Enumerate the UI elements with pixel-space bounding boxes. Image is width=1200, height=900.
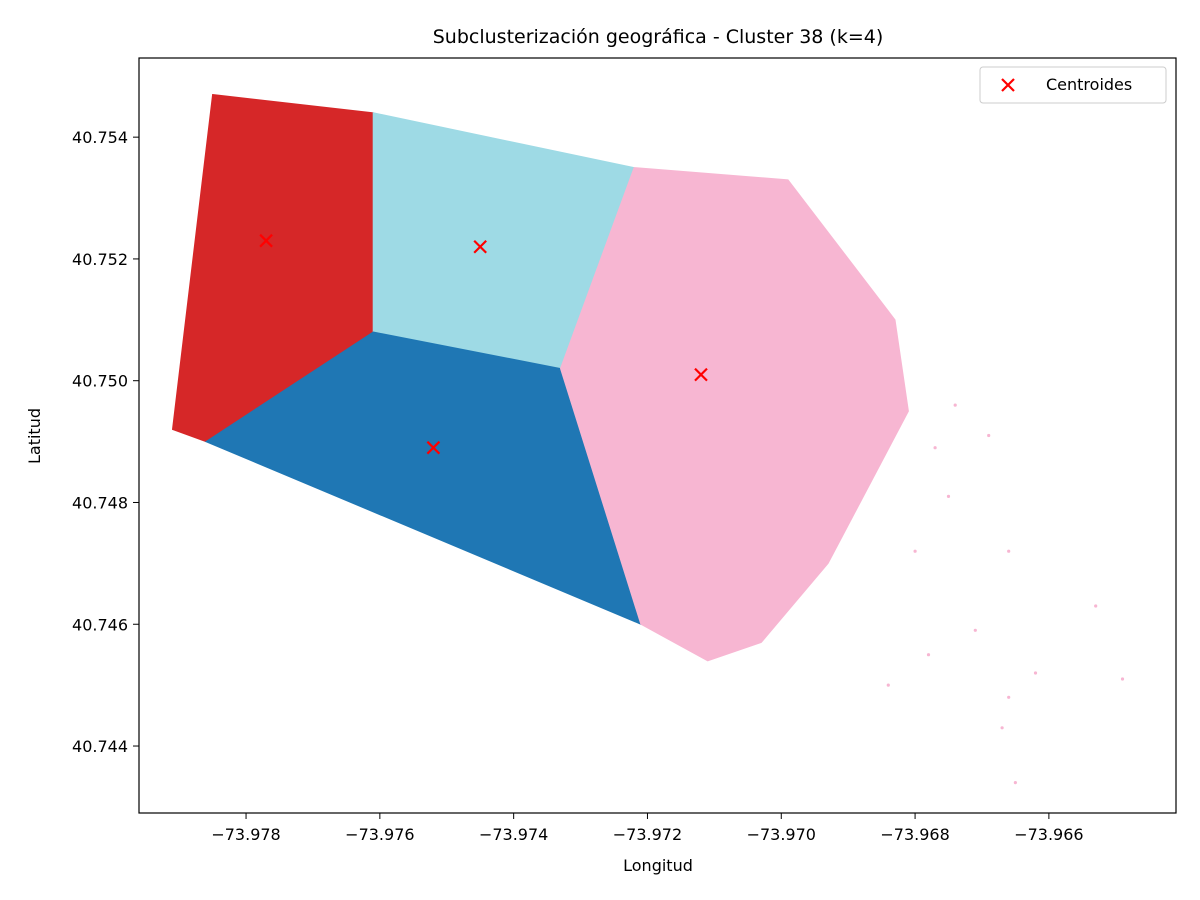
y-axis-ticks: 40.744 40.746 40.748 40.750 40.752 40.754 <box>72 128 139 756</box>
y-tick-label: 40.744 <box>72 737 128 756</box>
cluster-regions <box>171 93 909 662</box>
x-tick-label: −73.968 <box>880 825 949 844</box>
x-tick-label: −73.978 <box>211 825 280 844</box>
x-tick-label: −73.974 <box>479 825 548 844</box>
centroid-marker-3 <box>426 440 441 455</box>
outlier-point <box>1094 604 1098 608</box>
legend: Centroides <box>979 66 1167 104</box>
x-tick-label: −73.970 <box>747 825 816 844</box>
outlier-point <box>987 433 991 438</box>
y-tick-label: 40.746 <box>72 615 128 634</box>
plot-frame <box>138 57 1177 814</box>
legend-box <box>979 66 1167 104</box>
outlier-point <box>1120 677 1125 681</box>
x-axis-ticks: −73.978 −73.976 −73.974 −73.972 −73.970 −73.9… <box>211 813 1084 844</box>
y-axis-label: Latitud <box>25 408 44 464</box>
legend-label: Centroides <box>1046 75 1132 94</box>
outlier-point <box>946 494 951 498</box>
outlier-point <box>926 653 931 657</box>
cluster-region-4 <box>559 167 909 662</box>
outlier-point <box>886 683 890 687</box>
outlier-point <box>973 628 977 632</box>
y-tick-label: 40.754 <box>72 128 128 147</box>
y-tick-label: 40.750 <box>72 372 128 391</box>
legend-centroid-icon <box>1001 78 1015 92</box>
centroid-markers <box>259 233 708 455</box>
centroid-marker-1 <box>259 233 273 248</box>
x-tick-label: −73.976 <box>345 825 414 844</box>
x-tick-label: −73.972 <box>613 825 682 844</box>
y-tick-label: 40.748 <box>72 493 128 512</box>
outlier-point <box>1007 695 1011 699</box>
outlier-point <box>913 549 917 553</box>
centroid-marker-2 <box>473 239 487 254</box>
centroid-marker-4 <box>694 367 708 382</box>
outlier-point <box>1013 781 1018 785</box>
outlier-point <box>933 446 937 450</box>
x-tick-label: −73.966 <box>1014 825 1083 844</box>
outlier-point <box>1007 549 1011 553</box>
x-axis-label: Longitud <box>623 856 693 875</box>
legend-marker <box>1001 78 1015 92</box>
chart-title: Subclusterización geográfica - Cluster 3… <box>433 26 884 48</box>
outlier-points <box>886 403 1125 785</box>
outlier-point <box>1033 671 1038 675</box>
outlier-point <box>953 403 957 407</box>
y-tick-label: 40.752 <box>72 250 128 269</box>
outlier-point <box>1000 726 1004 730</box>
